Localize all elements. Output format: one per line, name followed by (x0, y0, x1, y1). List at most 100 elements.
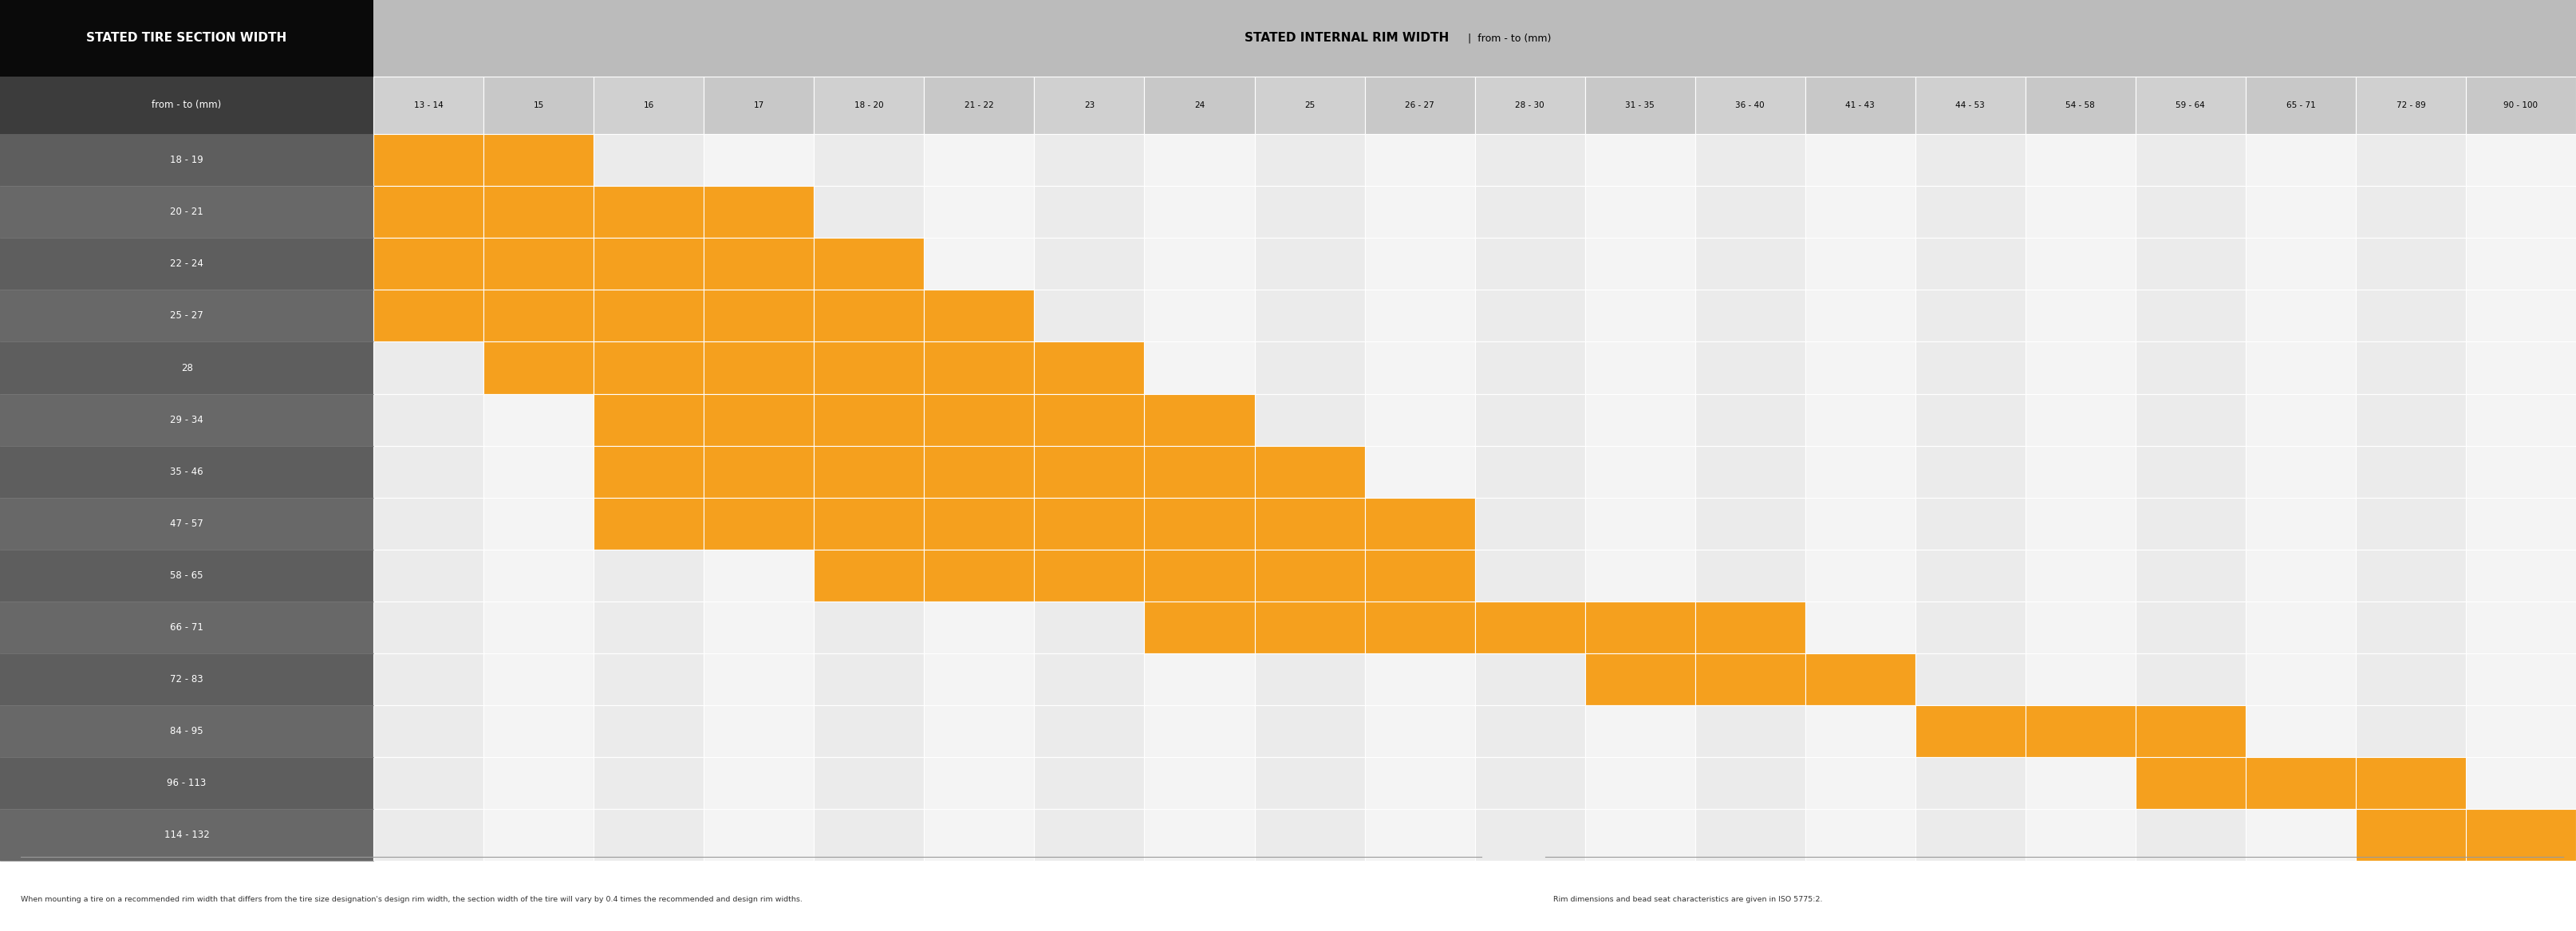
Text: 96 - 113: 96 - 113 (167, 778, 206, 789)
Text: 35 - 46: 35 - 46 (170, 466, 204, 477)
Bar (2025, 290, 2136, 342)
Bar (1584, 757, 1695, 809)
Bar (2246, 706, 2354, 757)
Bar (374, 186, 484, 238)
Bar (592, 497, 703, 549)
Bar (2465, 601, 2576, 654)
Bar (2136, 394, 2246, 446)
Bar (1914, 238, 2025, 290)
Bar (1144, 601, 1255, 654)
Bar (2246, 549, 2354, 601)
Bar (2246, 601, 2354, 654)
Bar (592, 186, 703, 238)
Text: 29 - 34: 29 - 34 (170, 414, 204, 425)
Text: |  from - to (mm): | from - to (mm) (1463, 33, 1551, 44)
Bar (703, 186, 814, 238)
Bar (1473, 757, 1584, 809)
Bar (814, 809, 925, 861)
Bar (1806, 706, 1917, 757)
Bar (484, 446, 592, 497)
Bar (2465, 394, 2576, 446)
Bar (374, 76, 484, 134)
Text: 23: 23 (1084, 101, 1095, 109)
Bar (1914, 76, 2025, 134)
Bar (1033, 549, 1144, 601)
Bar (1584, 342, 1695, 394)
Bar (1695, 238, 1806, 290)
Bar (1144, 446, 1255, 497)
Text: 28: 28 (180, 362, 193, 373)
Bar (1584, 238, 1695, 290)
Bar (2136, 134, 2246, 186)
Bar (2465, 654, 2576, 706)
Bar (814, 757, 925, 809)
Bar (1033, 186, 1144, 238)
Bar (1144, 706, 1255, 757)
Text: When mounting a tire on a recommended rim width that differs from the tire size : When mounting a tire on a recommended ri… (21, 896, 801, 903)
Bar (925, 497, 1033, 549)
Bar (1914, 394, 2025, 446)
Bar (703, 654, 814, 706)
Bar (2025, 549, 2136, 601)
Bar (1365, 238, 1473, 290)
Bar (484, 809, 592, 861)
Bar (1806, 238, 1917, 290)
Bar (1695, 757, 1806, 809)
Bar (592, 549, 703, 601)
Bar (2354, 601, 2465, 654)
Bar (592, 342, 703, 394)
Bar (1473, 601, 1584, 654)
Bar (1473, 290, 1584, 342)
Bar (374, 290, 484, 342)
Bar (0, 342, 374, 394)
Text: 66 - 71: 66 - 71 (170, 622, 204, 633)
Bar (2025, 394, 2136, 446)
Bar (2465, 497, 2576, 549)
Bar (925, 290, 1033, 342)
Bar (2136, 290, 2246, 342)
Bar (1584, 76, 1695, 134)
Bar (2025, 757, 2136, 809)
Bar (1584, 134, 1695, 186)
Bar (1365, 342, 1473, 394)
Bar (703, 706, 814, 757)
Bar (814, 497, 925, 549)
Bar (0, 757, 374, 809)
Bar (1914, 186, 2025, 238)
Bar (925, 394, 1033, 446)
Bar (484, 238, 592, 290)
Bar (592, 757, 703, 809)
Bar (0, 446, 374, 497)
Bar (1914, 706, 2025, 757)
Bar (2354, 809, 2465, 861)
Bar (2136, 342, 2246, 394)
Bar (1584, 654, 1695, 706)
Bar (1695, 654, 1806, 706)
Bar (2354, 706, 2465, 757)
Bar (2136, 76, 2246, 134)
Bar (703, 76, 814, 134)
Bar (1473, 706, 1584, 757)
Text: 59 - 64: 59 - 64 (2177, 101, 2205, 109)
Bar (925, 706, 1033, 757)
Bar (1255, 290, 1365, 342)
Text: 18 - 19: 18 - 19 (170, 155, 204, 165)
Text: 22 - 24: 22 - 24 (170, 259, 204, 269)
Text: 72 - 83: 72 - 83 (170, 674, 204, 684)
Bar (592, 238, 703, 290)
Bar (703, 601, 814, 654)
Text: STATED INTERNAL RIM WIDTH: STATED INTERNAL RIM WIDTH (1244, 33, 1448, 44)
Bar (1914, 654, 2025, 706)
Bar (1806, 342, 1917, 394)
Text: 65 - 71: 65 - 71 (2285, 101, 2316, 109)
Bar (592, 654, 703, 706)
Bar (925, 76, 1033, 134)
Bar (925, 757, 1033, 809)
Bar (484, 654, 592, 706)
Bar (1806, 186, 1917, 238)
Bar (1584, 809, 1695, 861)
Bar (1365, 186, 1473, 238)
Bar (925, 186, 1033, 238)
Bar (2246, 757, 2354, 809)
Bar (1033, 654, 1144, 706)
